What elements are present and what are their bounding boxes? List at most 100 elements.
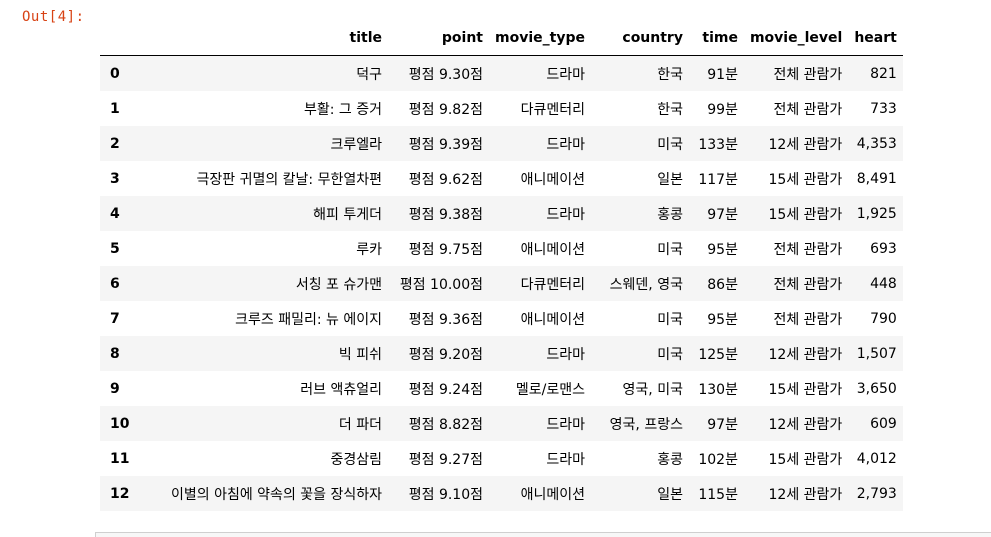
row-index: 10 [110,415,130,432]
cell-time: 125분 [698,346,738,363]
output-prompt: Out[4]: [22,9,85,25]
row-index: 6 [110,275,120,292]
cell-title: 크루엘라 [330,136,382,153]
row-index: 3 [110,170,120,187]
cell-heart: 821 [870,65,897,82]
cell-country: 영국, 프랑스 [609,416,683,433]
table-row: 7 크루즈 패밀리: 뉴 에이지 평점 9.36점 애니메이션 미국 95분 전… [100,301,903,336]
row-index: 8 [110,345,120,362]
row-index: 0 [110,65,120,82]
table-row: 9 러브 액츄얼리 평점 9.24점 멜로/로맨스 영국, 미국 130분 15… [100,371,903,406]
cell-time: 115분 [698,486,738,503]
column-header-heart: heart [848,20,903,56]
cell-heart: 609 [870,415,897,432]
table-row: 5 루카 평점 9.75점 애니메이션 미국 95분 전체 관람가 693 [100,231,903,266]
cell-movie-type: 드라마 [546,206,585,223]
cell-movie-level: 15세 관람가 [768,206,843,223]
cell-country: 일본 [657,486,683,503]
cell-movie-level: 전체 관람가 [773,66,843,83]
dataframe-output: title point movie_type country time movi… [100,20,903,511]
cell-heart: 4,353 [856,135,897,152]
column-header-time: time [688,20,744,56]
cell-heart: 790 [870,310,897,327]
column-header-point: point [388,20,489,56]
row-index: 9 [110,380,120,397]
cell-time: 91분 [707,66,738,83]
column-header-country: country [590,20,689,56]
index-header [100,20,138,56]
cell-movie-level: 12세 관람가 [768,416,843,433]
cell-movie-level: 전체 관람가 [773,241,843,258]
cell-time: 99분 [707,101,738,118]
cell-point: 평점 9.39점 [408,136,483,153]
cell-movie-type: 드라마 [546,451,585,468]
cell-time: 95분 [707,311,738,328]
cell-movie-type: 애니메이션 [520,171,585,188]
cell-heart: 3,650 [856,380,897,397]
cell-movie-level: 15세 관람가 [768,171,843,188]
cell-movie-type: 다큐멘터리 [520,276,585,293]
column-header-movie-type: movie_type [489,20,591,56]
table-row: 3 극장판 귀멸의 칼날: 무한열차편 평점 9.62점 애니메이션 일본 11… [100,161,903,196]
cell-point: 평점 10.00점 [399,276,483,293]
column-header-movie-level: movie_level [743,20,849,56]
header-row: title point movie_type country time movi… [100,20,903,56]
cell-time: 97분 [707,206,738,223]
cell-point: 평점 9.62점 [408,171,483,188]
cell-movie-level: 15세 관람가 [768,451,843,468]
cell-movie-type: 멜로/로맨스 [515,381,585,398]
cell-title: 극장판 귀멸의 칼날: 무한열차편 [196,171,382,188]
column-header-title: title [138,20,388,56]
cell-movie-level: 전체 관람가 [773,311,843,328]
cell-title: 크루즈 패밀리: 뉴 에이지 [235,311,382,328]
cell-heart: 2,793 [856,485,897,502]
cell-heart: 448 [870,275,897,292]
cell-movie-type: 애니메이션 [520,486,585,503]
cell-heart: 1,507 [856,345,897,362]
cell-movie-type: 드라마 [546,346,585,363]
cell-country: 홍콩 [657,206,683,223]
table-row: 12 이별의 아침에 약속의 꽃을 장식하자 평점 9.10점 애니메이션 일본… [100,476,903,511]
cell-time: 117분 [698,171,738,188]
cell-title: 빅 피쉬 [338,346,382,363]
dataframe-table: title point movie_type country time movi… [100,20,903,511]
cell-point: 평점 9.38점 [408,206,483,223]
cell-point: 평점 9.36점 [408,311,483,328]
row-index: 2 [110,135,120,152]
row-index: 12 [110,485,130,502]
cell-point: 평점 9.27점 [408,451,483,468]
cell-title: 서칭 포 슈가맨 [295,276,382,293]
cell-title: 해피 투게더 [313,206,382,223]
cell-point: 평점 9.24점 [408,381,483,398]
cell-movie-type: 애니메이션 [520,241,585,258]
cell-point: 평점 9.20점 [408,346,483,363]
cell-movie-level: 15세 관람가 [768,381,843,398]
cell-title: 러브 액츄얼리 [300,381,382,398]
cell-movie-type: 드라마 [546,66,585,83]
cell-title: 루카 [356,241,382,258]
cell-country: 일본 [657,171,683,188]
cell-time: 130분 [698,381,738,398]
cell-movie-level: 12세 관람가 [768,136,843,153]
cell-title: 중경삼림 [330,451,382,468]
cell-movie-level: 전체 관람가 [773,101,843,118]
cell-movie-type: 애니메이션 [520,311,585,328]
cell-movie-type: 드라마 [546,136,585,153]
cell-heart: 693 [870,240,897,257]
cell-movie-level: 12세 관람가 [768,346,843,363]
table-row: 4 해피 투게더 평점 9.38점 드라마 홍콩 97분 15세 관람가 1,9… [100,196,903,231]
table-row: 2 크루엘라 평점 9.39점 드라마 미국 133분 12세 관람가 4,35… [100,126,903,161]
cell-movie-type: 드라마 [546,416,585,433]
cell-point: 평점 9.30점 [408,66,483,83]
cell-country: 미국 [657,311,683,328]
cell-country: 영국, 미국 [622,381,683,398]
cell-movie-level: 12세 관람가 [768,486,843,503]
table-row: 11 중경삼림 평점 9.27점 드라마 홍콩 102분 15세 관람가 4,0… [100,441,903,476]
cell-title: 더 파더 [338,416,382,433]
cell-country: 홍콩 [657,451,683,468]
cell-point: 평점 9.82점 [408,101,483,118]
row-index: 1 [110,100,120,117]
cell-time: 102분 [698,451,738,468]
next-cell-edge[interactable] [95,532,991,537]
cell-point: 평점 9.10점 [408,486,483,503]
